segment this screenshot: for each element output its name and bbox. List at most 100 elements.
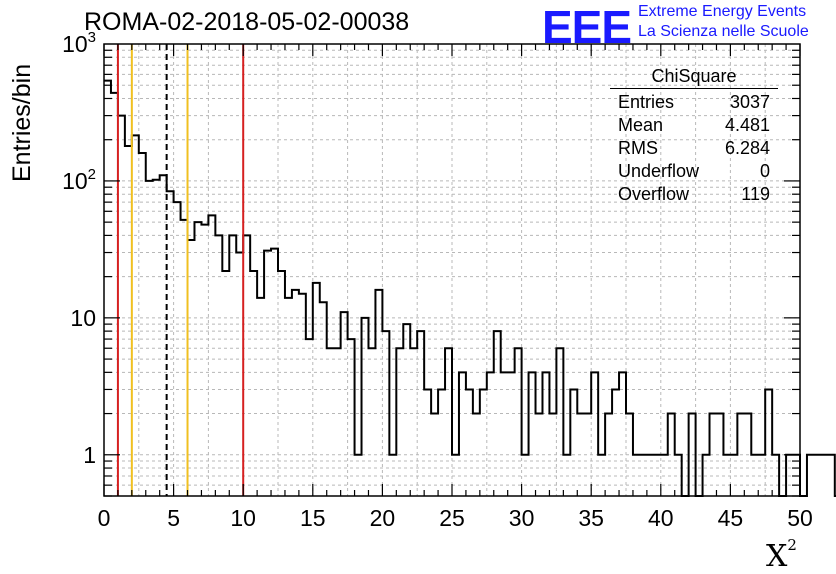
- x-axis-label-exponent: 2: [787, 536, 797, 554]
- histogram-bin: [529, 372, 536, 496]
- histogram-bin: [111, 93, 118, 496]
- x-tick-label: 45: [718, 505, 744, 531]
- histogram-bin: [410, 348, 417, 496]
- histogram-bin: [208, 215, 215, 496]
- histogram-outline: [104, 79, 836, 497]
- histogram-bin: [445, 348, 452, 496]
- histogram-bin: [132, 135, 139, 496]
- histogram-bin: [515, 348, 522, 496]
- histogram-bin: [459, 372, 466, 496]
- histogram-bin: [243, 235, 250, 496]
- histogram-bin: [285, 298, 292, 496]
- histogram-bin: [403, 324, 410, 496]
- histogram-bin: [104, 81, 111, 496]
- x-tick-label: 50: [787, 505, 813, 531]
- histogram-bin: [542, 372, 549, 496]
- stats-row-rms: RMS 6.284: [610, 137, 778, 160]
- logo-caption-line2: La Scienza nelle Scuole: [638, 23, 809, 40]
- y-tick-label: 102: [62, 166, 96, 194]
- histogram-bin: [501, 372, 508, 496]
- stats-value: 3037: [729, 92, 770, 112]
- x-tick-label: 20: [370, 505, 396, 531]
- histogram-bin: [188, 240, 195, 496]
- histogram-bin: [466, 389, 473, 496]
- y-axis-label: Entries/bin: [8, 63, 36, 182]
- stats-label: RMS: [618, 138, 658, 158]
- stats-value: 4.481: [724, 115, 770, 135]
- y-tick-label: 103: [62, 29, 96, 57]
- histogram-bin: [807, 455, 814, 496]
- x-tick-label: 40: [648, 505, 674, 531]
- histogram-bin: [348, 339, 355, 496]
- histogram-bin: [814, 455, 821, 496]
- stats-row-overflow: Overflow 119: [610, 183, 778, 206]
- stats-row-mean: Mean 4.481: [610, 114, 778, 137]
- marker-lines-layer: [116, 44, 245, 496]
- histogram-bin: [424, 389, 431, 496]
- histogram-bin: [264, 251, 271, 496]
- stats-title: ChiSquare: [610, 66, 778, 89]
- x-tick-label: 10: [230, 505, 256, 531]
- y-tick-label: 10: [70, 305, 96, 331]
- histogram-bin: [368, 348, 375, 496]
- histogram-bin: [487, 372, 494, 496]
- eee-logo: EEE: [542, 1, 632, 53]
- histogram-bin: [222, 271, 229, 496]
- run-title: ROMA-02-2018-05-02-00038: [84, 8, 410, 36]
- histogram-bin: [306, 339, 313, 496]
- histogram-bin: [375, 290, 382, 496]
- stats-label: Overflow: [618, 184, 690, 204]
- tick-labels-layer: 0 5 10 15 20 25 30 35 40 45 50 1 10 102 103: [62, 29, 813, 531]
- y-tick-label: 1: [83, 442, 96, 468]
- stats-value: 6.284: [724, 138, 770, 158]
- histogram-bin: [146, 181, 153, 496]
- histogram-bin: [327, 348, 334, 496]
- histogram-bin: [570, 389, 577, 496]
- histogram-bin: [765, 389, 772, 496]
- histogram-bin: [362, 318, 369, 496]
- histogram-bin: [438, 389, 445, 496]
- ticks-layer: [103, 44, 801, 497]
- x-tick-label: 0: [98, 505, 111, 531]
- histogram-bin: [508, 372, 515, 496]
- x-tick-label: 15: [300, 505, 326, 531]
- histogram-bin: [167, 191, 174, 496]
- histogram-bin: [828, 455, 835, 496]
- stats-row-entries: Entries 3037: [610, 91, 778, 114]
- stats-value: 0: [759, 161, 770, 181]
- histogram-bin: [229, 235, 236, 496]
- x-tick-label: 35: [578, 505, 604, 531]
- histogram-bin: [556, 348, 563, 496]
- x-tick-label: 5: [167, 505, 180, 531]
- histogram-bin: [118, 116, 125, 496]
- logo-caption-line1: Extreme Energy Events: [638, 3, 807, 20]
- histogram-bin: [236, 253, 243, 496]
- histogram-bin: [591, 372, 598, 496]
- stats-row-underflow: Underflow 0: [610, 160, 778, 183]
- stats-label: Mean: [618, 115, 664, 135]
- x-tick-label: 30: [509, 505, 535, 531]
- histogram-bin: [334, 348, 341, 496]
- histogram-bin: [125, 146, 132, 496]
- histogram-bin: [480, 389, 487, 496]
- histogram-layer: [104, 79, 836, 497]
- histogram-bin: [201, 225, 208, 496]
- stats-value: 119: [741, 184, 770, 204]
- histogram-bin: [215, 235, 222, 496]
- stats-label: Underflow: [618, 161, 700, 181]
- histogram-bin: [250, 271, 257, 496]
- histogram-bin: [160, 175, 167, 496]
- x-axis-label: X2: [766, 536, 797, 574]
- histogram-bin: [619, 372, 626, 496]
- x-axis-label-base: X: [766, 539, 788, 574]
- histogram-bin: [278, 271, 285, 496]
- x-tick-label: 25: [439, 505, 465, 531]
- histogram-bin: [396, 348, 403, 496]
- histogram-bin: [821, 455, 828, 496]
- stats-box: ChiSquare Entries 3037 Mean 4.481 RMS 6.284…: [610, 66, 778, 206]
- histogram-bin: [612, 389, 619, 496]
- histogram-bin: [174, 202, 181, 496]
- histogram-bin: [257, 298, 264, 496]
- stats-label: Entries: [618, 92, 675, 112]
